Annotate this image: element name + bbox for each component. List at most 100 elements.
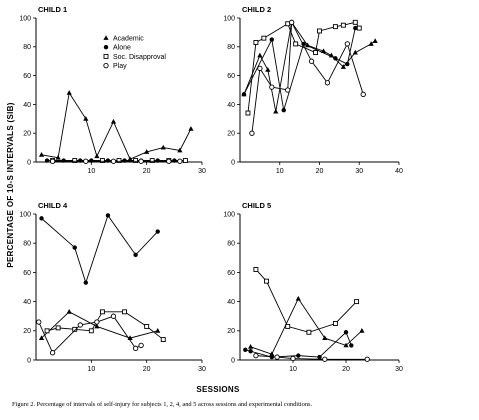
y-tick-label: 20: [227, 328, 235, 335]
data-point-academic: [160, 144, 166, 150]
data-point-academic: [269, 351, 275, 357]
data-point-play: [49, 350, 56, 356]
y-tick-label: 40: [227, 299, 235, 306]
legend: Academic Alone Soc. Disapproval Play: [103, 35, 166, 70]
y-tick-label: 20: [23, 328, 31, 335]
data-point-soc-disapproval: [356, 25, 362, 31]
data-point-soc-disapproval: [182, 158, 188, 164]
data-point-soc-disapproval: [72, 326, 78, 332]
data-point-alone: [44, 158, 50, 163]
data-point-alone: [105, 213, 111, 218]
data-point-soc-disapproval: [253, 40, 259, 45]
legend-marker-academic: [103, 35, 109, 40]
x-tick-label: 10: [276, 168, 284, 175]
figure-canvas: PERCENTAGE OF 10-S INTERVALS (SIB) SESSI…: [6, 5, 403, 394]
data-point-soc-disapproval: [332, 24, 338, 30]
legend-item-alone: Alone: [103, 45, 131, 52]
data-point-alone: [345, 61, 350, 67]
legend-label: Soc. Disapproval: [113, 54, 166, 61]
data-point-play: [138, 158, 144, 164]
data-point-alone: [269, 37, 274, 42]
y-tick-label: 100: [223, 15, 235, 22]
chart-panel-child-5: 0 20 40 60 80 100 10 20 30 CHILD 5: [223, 201, 403, 373]
data-point-soc-disapproval: [317, 28, 322, 34]
data-point-academic: [273, 108, 279, 114]
legend-item-play: Play: [103, 62, 127, 70]
panel-title: CHILD 5: [242, 201, 271, 210]
data-point-soc-disapproval: [72, 158, 78, 164]
chart-panel-child-2: 0 20 40 60 80 100 10 20 30 40 CHILD 2: [223, 5, 403, 175]
data-point-academic: [340, 64, 346, 69]
data-point-play: [49, 158, 56, 164]
data-point-soc-disapproval: [99, 309, 105, 315]
data-point-play: [285, 87, 291, 93]
data-point-soc-disapproval: [149, 158, 155, 164]
data-point-academic: [66, 309, 72, 314]
y-tick-label: 60: [23, 270, 31, 277]
panel-title: CHILD 4: [38, 201, 68, 210]
legend-label: Academic: [113, 36, 144, 43]
x-tick-label: 10: [87, 366, 95, 373]
data-point-play: [94, 319, 100, 325]
x-tick-label: 20: [143, 366, 151, 373]
data-point-alone: [39, 216, 44, 221]
data-point-play: [322, 356, 328, 362]
data-point-play: [308, 58, 315, 64]
data-point-alone: [349, 343, 354, 348]
y-tick-label: 0: [231, 357, 235, 364]
data-point-play: [290, 355, 296, 362]
y-tick-label: 100: [223, 211, 235, 218]
series-line-soc-disapproval: [255, 269, 357, 333]
series-line-play: [251, 20, 364, 134]
series-play: [253, 352, 370, 362]
series-line-alone: [245, 331, 352, 358]
y-tick-label: 60: [23, 73, 31, 80]
data-point-play: [138, 342, 144, 349]
data-point-play: [360, 91, 366, 97]
legend-label: Play: [113, 63, 127, 70]
data-point-soc-disapproval: [122, 309, 127, 315]
data-point-academic: [110, 118, 117, 124]
legend-marker-alone: [103, 45, 109, 50]
data-point-academic: [38, 335, 45, 340]
data-point-soc-disapproval: [44, 328, 50, 334]
data-point-play: [110, 158, 117, 164]
data-point-alone: [343, 330, 349, 335]
data-point-soc-disapproval: [340, 22, 346, 28]
data-point-alone: [241, 92, 247, 97]
data-point-soc-disapproval: [160, 337, 166, 343]
figure-caption: Figure 2. Percentage of intervals of sel…: [12, 401, 313, 408]
data-point-academic: [372, 38, 378, 43]
data-point-academic: [94, 323, 100, 329]
data-point-play: [253, 352, 259, 359]
chart-panel-child-1: 0 20 40 60 80 100 10 20 30 CHILD 1: [19, 5, 206, 175]
data-point-alone: [333, 56, 338, 61]
chart-panel-child-4: 0 20 40 60 80 100 10 20 30 CHILD 4: [19, 201, 206, 373]
data-point-academic: [322, 335, 328, 340]
y-tick-label: 80: [23, 241, 31, 248]
data-point-soc-disapproval: [261, 35, 267, 41]
data-point-alone: [353, 25, 358, 31]
data-point-play: [36, 319, 42, 325]
legend-marker-soc-disapproval: [103, 53, 109, 59]
series-line-play: [38, 315, 142, 354]
data-point-soc-disapproval: [264, 278, 269, 284]
y-tick-label: 0: [27, 357, 31, 364]
data-point-alone: [155, 229, 160, 234]
y-tick-label: 80: [227, 44, 235, 51]
series-soc-disapproval: [44, 309, 166, 343]
data-point-academic: [94, 153, 100, 159]
data-point-soc-disapproval: [99, 158, 105, 164]
y-tick-label: 60: [227, 73, 235, 80]
x-tick-label: 30: [198, 366, 206, 373]
data-point-play: [83, 158, 89, 164]
y-tick-label: 80: [227, 241, 235, 248]
data-point-academic: [257, 52, 263, 58]
data-point-soc-disapproval: [285, 323, 291, 329]
legend-marker-play: [103, 62, 109, 69]
x-tick-label: 20: [316, 168, 324, 175]
data-point-soc-disapproval: [354, 299, 360, 305]
data-point-academic: [83, 116, 89, 121]
data-point-play: [344, 41, 350, 47]
series-line-academic: [243, 21, 376, 112]
